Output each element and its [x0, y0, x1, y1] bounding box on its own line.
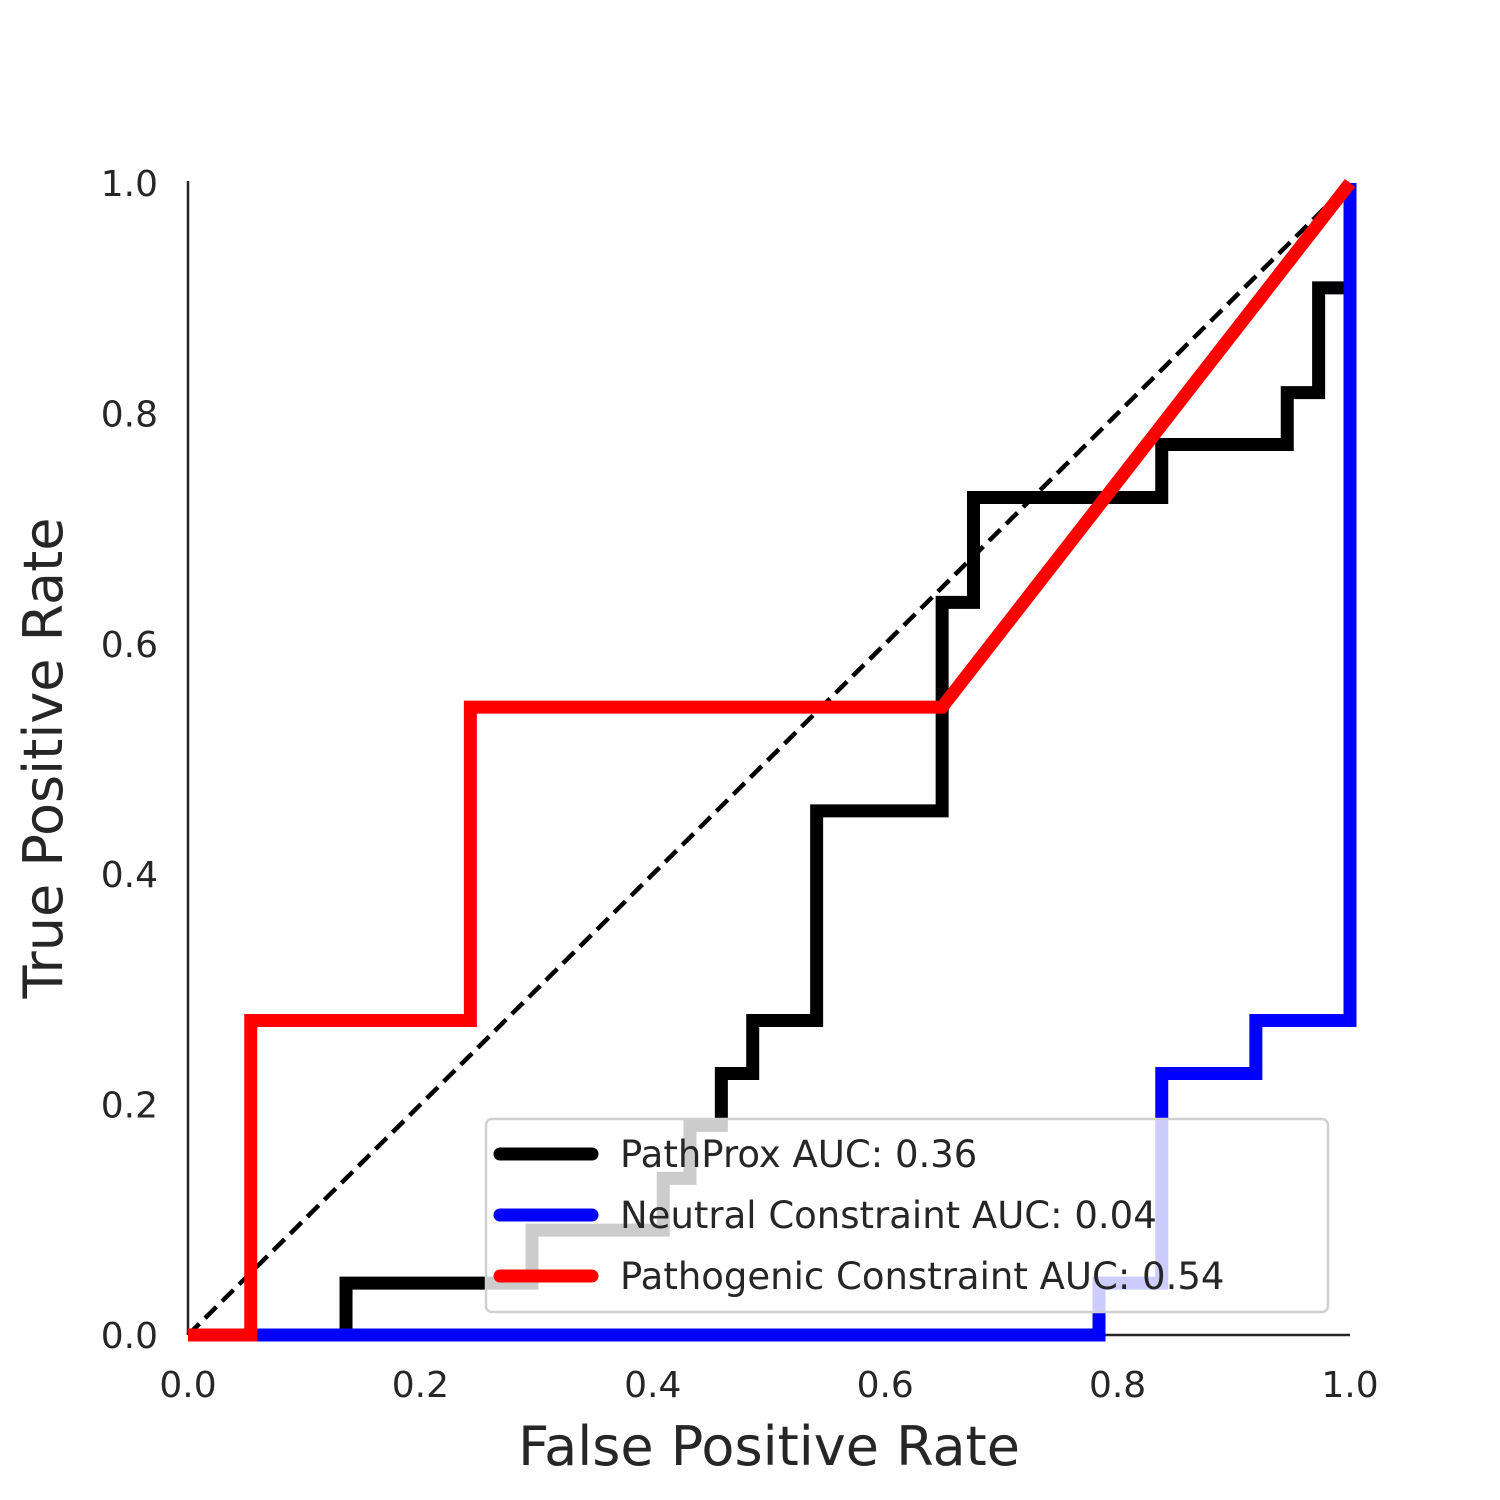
y-tick-label: 0.8 — [101, 394, 158, 435]
series-line-pathogenic-constraint — [188, 179, 1356, 1342]
x-tick-label: 0.4 — [624, 1365, 681, 1406]
x-axis-label: False Positive Rate — [518, 1415, 1020, 1478]
y-tick-label: 0.2 — [101, 1086, 158, 1127]
legend-entry-label: Pathogenic Constraint AUC: 0.54 — [620, 1255, 1224, 1298]
axes: 0.0 0.2 0.4 0.6 0.8 1.0 0.0 0.2 0.4 0.6 0.8 1.0 — [101, 164, 1379, 1406]
legend-box — [484, 1117, 1330, 1314]
y-tick-label: 0.0 — [101, 1316, 158, 1357]
x-tick-label: 0.0 — [159, 1365, 216, 1406]
legend-entry-label: PathProx AUC: 0.36 — [620, 1133, 977, 1176]
x-tick-label: 0.8 — [1089, 1365, 1146, 1406]
y-tick-label: 0.6 — [101, 625, 158, 666]
legend: PathProx AUC: 0.36 Neutral Constraint AUC… — [484, 1117, 1330, 1314]
x-tick-label: 0.2 — [392, 1365, 449, 1406]
y-tick-label: 1.0 — [101, 164, 158, 205]
y-tick-label: 0.4 — [101, 855, 158, 896]
series-line-neutral-constraint — [188, 183, 1357, 1342]
x-tick-label: 1.0 — [1321, 1365, 1378, 1406]
reference-line-layer — [186, 181, 1352, 1337]
x-tick-label: 0.6 — [857, 1365, 914, 1406]
legend-entry-label: Neutral Constraint AUC: 0.04 — [620, 1194, 1157, 1237]
reference-diagonal-line — [186, 181, 1352, 1337]
y-axis-label: True Positive Rate — [12, 517, 75, 999]
